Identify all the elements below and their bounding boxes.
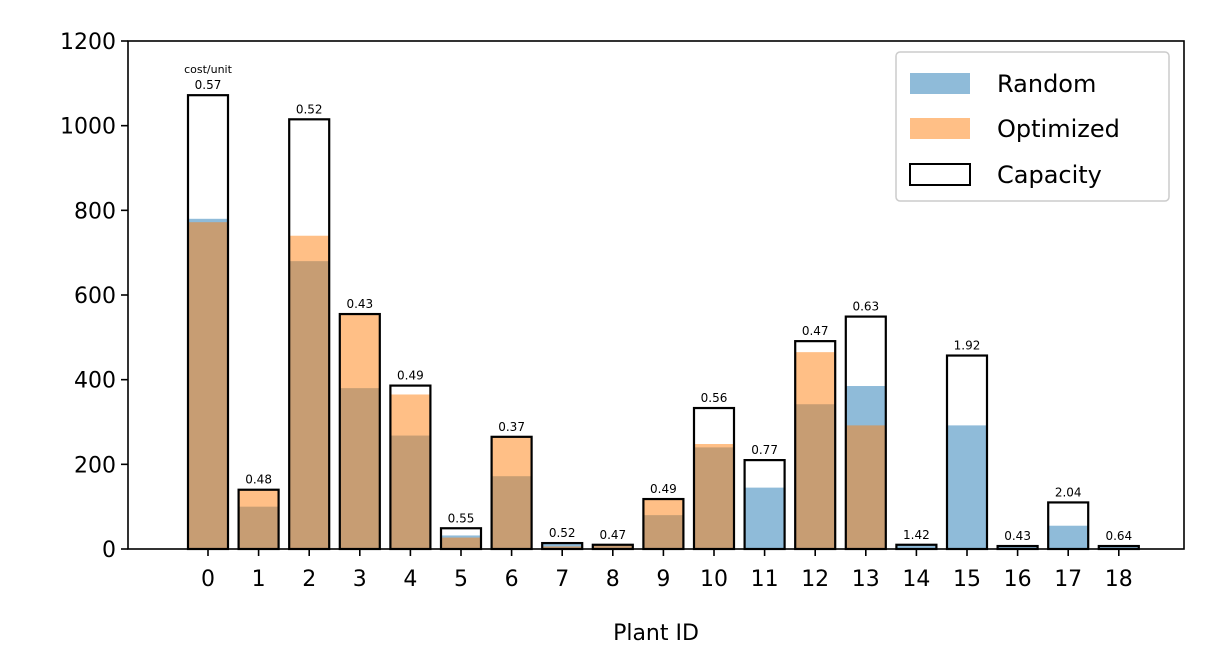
cost-label-4: 0.49: [397, 369, 424, 383]
cost-per-unit-header: cost/unit: [184, 63, 233, 76]
bar-random-7: [542, 543, 583, 549]
bar-random-18: [1098, 546, 1139, 549]
bar-optimized-1: [238, 489, 279, 549]
cost-label-6: 0.37: [498, 420, 525, 434]
x-tick-label-6: 6: [505, 567, 519, 592]
cost-label-16: 0.43: [1004, 529, 1031, 543]
x-tick-label-16: 16: [1004, 567, 1032, 592]
x-tick-label-0: 0: [201, 567, 215, 592]
cost-label-5: 0.55: [448, 511, 475, 525]
legend: Random Optimized Capacity: [895, 51, 1170, 202]
legend-label-capacity: Capacity: [997, 161, 1102, 189]
cost-label-13: 0.63: [852, 300, 879, 314]
bar-random-11: [744, 487, 785, 549]
y-tick-label-600: 600: [74, 284, 116, 309]
y-tick-label-400: 400: [74, 369, 116, 394]
cost-label-11: 0.77: [751, 443, 778, 457]
x-tick-label-12: 12: [801, 567, 829, 592]
cost-label-7: 0.52: [549, 526, 576, 540]
legend-swatch-random: [910, 73, 970, 94]
x-tick-label-11: 11: [751, 567, 779, 592]
y-axis: 0 200 400 600 800 1000 1200: [60, 30, 128, 563]
cost-label-9: 0.49: [650, 482, 677, 496]
x-tick-label-4: 4: [403, 567, 417, 592]
bar-optimized-9: [643, 499, 684, 549]
y-tick-label-800: 800: [74, 199, 116, 224]
cost-label-12: 0.47: [802, 324, 829, 338]
cost-label-18: 0.64: [1105, 529, 1132, 543]
legend-label-random: Random: [997, 70, 1096, 98]
bar-optimized-6: [491, 436, 532, 549]
x-tick-label-13: 13: [852, 567, 880, 592]
bar-optimized-0: [188, 222, 228, 550]
legend-label-optimized: Optimized: [997, 115, 1120, 143]
bar-optimized-5: [441, 537, 481, 549]
cost-label-14: 1.42: [903, 528, 930, 542]
x-tick-label-7: 7: [555, 567, 569, 592]
legend-swatch-capacity: [909, 163, 971, 186]
cost-label-17: 2.04: [1055, 485, 1082, 499]
cost-label-2: 0.52: [296, 102, 323, 116]
bar-optimized-3: [339, 314, 380, 549]
bar-optimized-2: [289, 235, 330, 549]
bar-optimized-12: [795, 352, 836, 549]
legend-swatch-optimized: [910, 118, 970, 139]
x-tick-label-9: 9: [656, 567, 670, 592]
cost-label-10: 0.56: [701, 391, 728, 405]
plot-frame: [127, 40, 1185, 550]
x-tick-label-8: 8: [606, 567, 620, 592]
bar-optimized-7: [542, 546, 583, 549]
cost-label-1: 0.48: [245, 473, 272, 487]
bar-optimized-13: [845, 425, 886, 549]
y-tick-label-0: 0: [102, 538, 116, 563]
x-tick-label-1: 1: [252, 567, 266, 592]
x-tick-label-10: 10: [700, 567, 728, 592]
bar-random-15: [947, 425, 987, 549]
x-axis-label: Plant ID: [613, 621, 699, 646]
bar-optimized-10: [694, 444, 734, 549]
y-tick-label-1200: 1200: [60, 30, 116, 55]
x-tick-label-17: 17: [1054, 567, 1082, 592]
cost-label-8: 0.47: [599, 528, 626, 542]
x-tick-label-2: 2: [302, 567, 316, 592]
x-tick-label-3: 3: [353, 567, 367, 592]
x-tick-label-14: 14: [902, 567, 930, 592]
cost-labels-group: 0.57 0.48 0.52 0.43 0.49 0.55 0.37 0.52 0.47 0.49…: [195, 78, 1133, 543]
bars-group: [186, 94, 1140, 551]
bar-optimized-8: [592, 544, 633, 549]
bar-optimized-4: [390, 394, 431, 549]
cost-label-0: 0.57: [195, 78, 222, 92]
x-tick-label-5: 5: [454, 567, 468, 592]
y-tick-label-1000: 1000: [60, 115, 116, 140]
x-axis: 0 1 2 3 4 5 6 7 8 9 10 11 12 13 14 15 16 17 18: [201, 549, 1133, 592]
bar-random-17: [1048, 525, 1089, 549]
x-tick-label-15: 15: [953, 567, 981, 592]
cost-label-15: 1.92: [954, 339, 981, 353]
y-tick-label-200: 200: [74, 453, 116, 478]
bar-random-14: [896, 544, 937, 549]
x-tick-label-18: 18: [1105, 567, 1133, 592]
cost-label-3: 0.43: [346, 297, 373, 311]
